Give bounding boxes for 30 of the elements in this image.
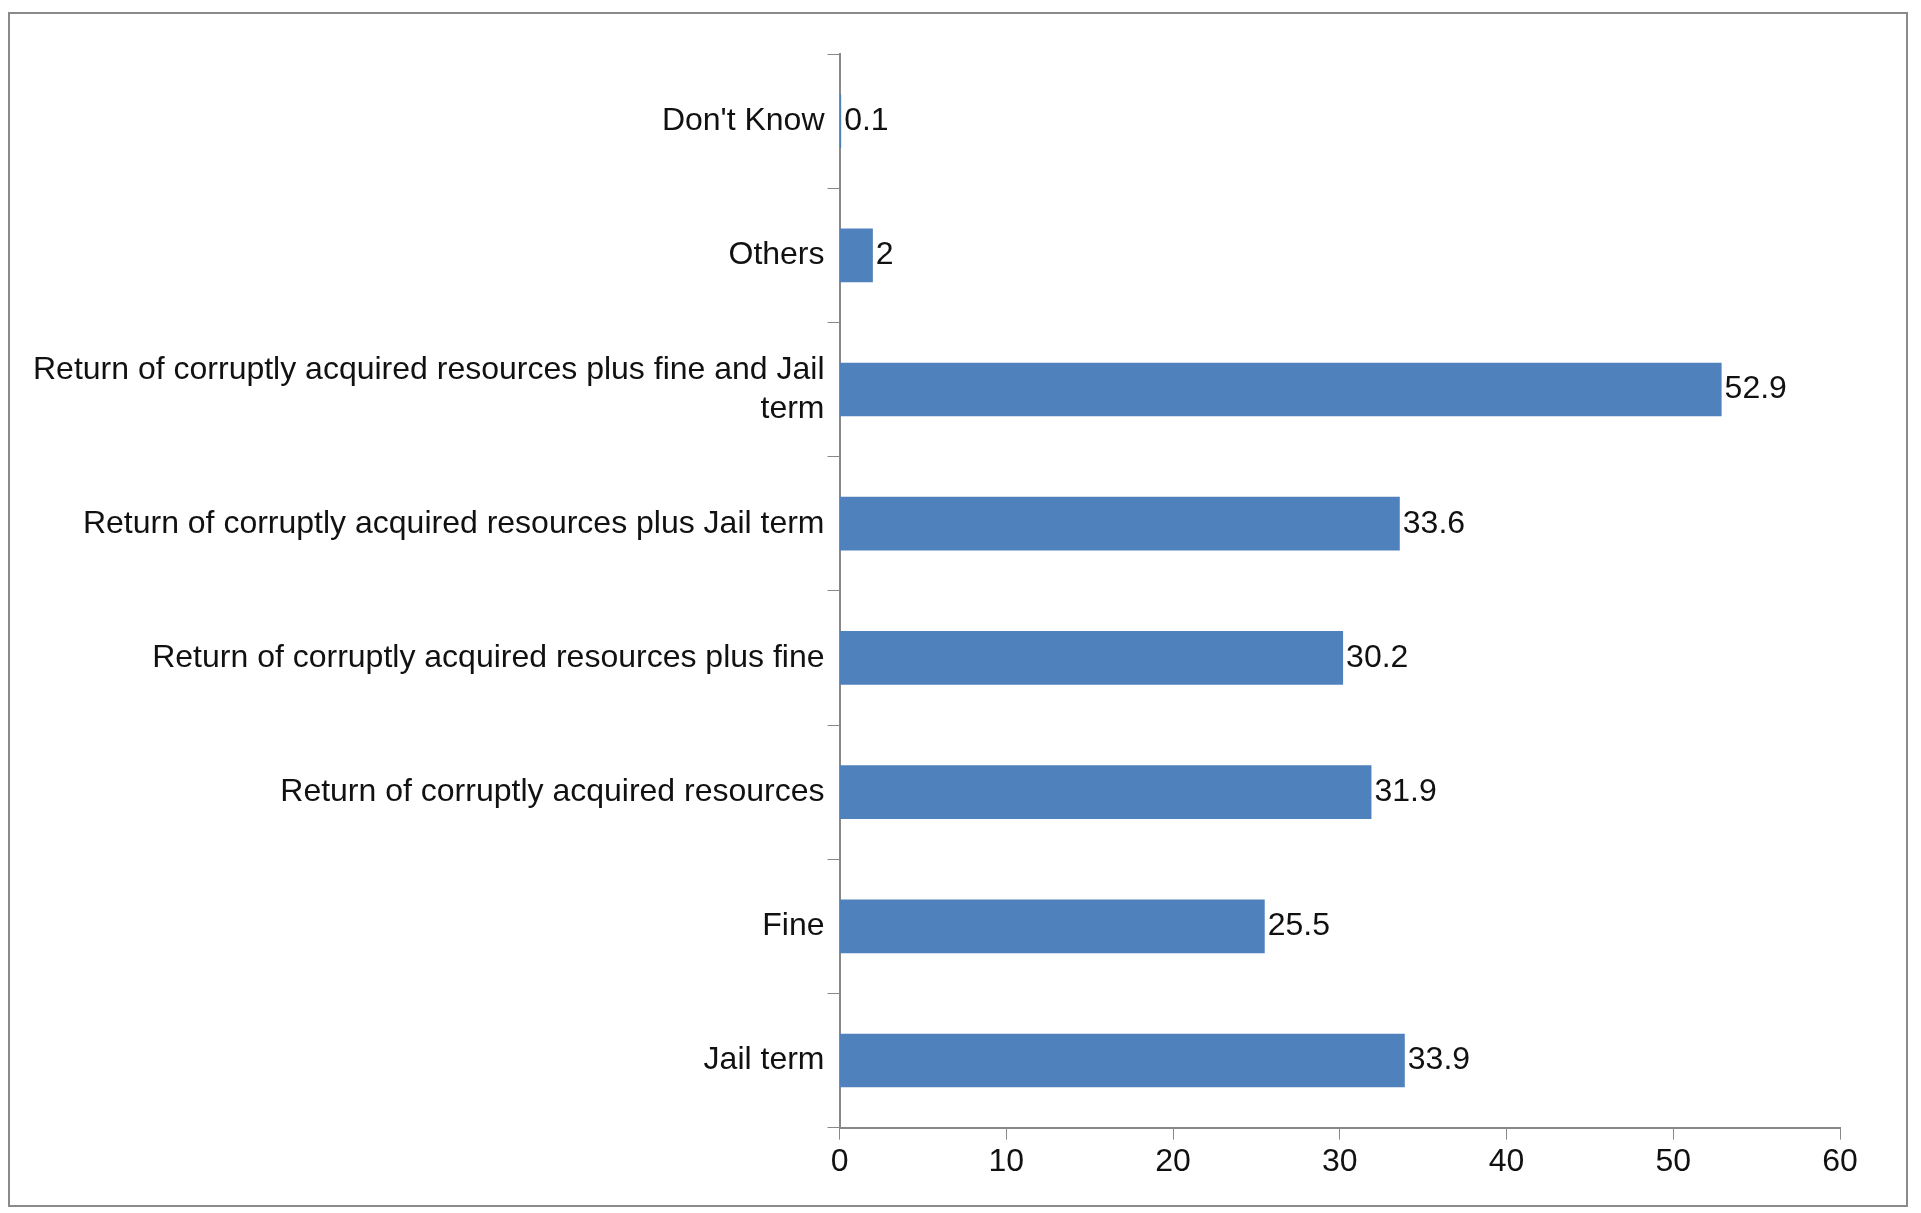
data-label: 30.2 xyxy=(1346,637,1409,674)
bar xyxy=(840,362,1722,417)
bar xyxy=(840,496,1400,551)
x-tick-label: 10 xyxy=(988,1141,1025,1178)
y-tick-label: Return of corruptly acquired resources plus Jail term xyxy=(82,503,825,540)
data-label: 52.9 xyxy=(1724,369,1787,406)
data-label: 25.5 xyxy=(1267,906,1330,943)
data-label: 31.9 xyxy=(1374,771,1437,808)
bar xyxy=(840,631,1344,685)
x-tick-label: 30 xyxy=(1321,1141,1358,1178)
y-tick-label: Don't Know xyxy=(661,100,826,137)
bar xyxy=(840,228,873,283)
y-tick-label: Fine xyxy=(762,906,825,943)
data-label: 33.6 xyxy=(1402,503,1466,540)
bar xyxy=(840,899,1265,954)
y-tick-label: Others xyxy=(728,235,825,272)
x-tick-label: 40 xyxy=(1488,1141,1525,1178)
y-tick-label: Return of corruptly acquired resources plus fine xyxy=(152,637,825,674)
x-tick-label: 20 xyxy=(1155,1141,1191,1178)
bar xyxy=(840,1033,1405,1088)
data-label: 0.1 xyxy=(844,100,889,137)
data-label: 33.9 xyxy=(1407,1040,1471,1077)
x-tick-label: 50 xyxy=(1655,1141,1692,1178)
data-label: 2 xyxy=(875,235,894,272)
y-tick-label: Return of corruptly acquired resources plus fine and Jail term xyxy=(33,350,825,425)
y-tick-label: Jail term xyxy=(703,1040,825,1077)
bar xyxy=(840,765,1372,819)
x-tick-label: 60 xyxy=(1822,1141,1858,1178)
x-tick-label: 0 xyxy=(830,1141,849,1178)
y-tick-label: Return of corruptly acquired resources xyxy=(280,771,825,808)
